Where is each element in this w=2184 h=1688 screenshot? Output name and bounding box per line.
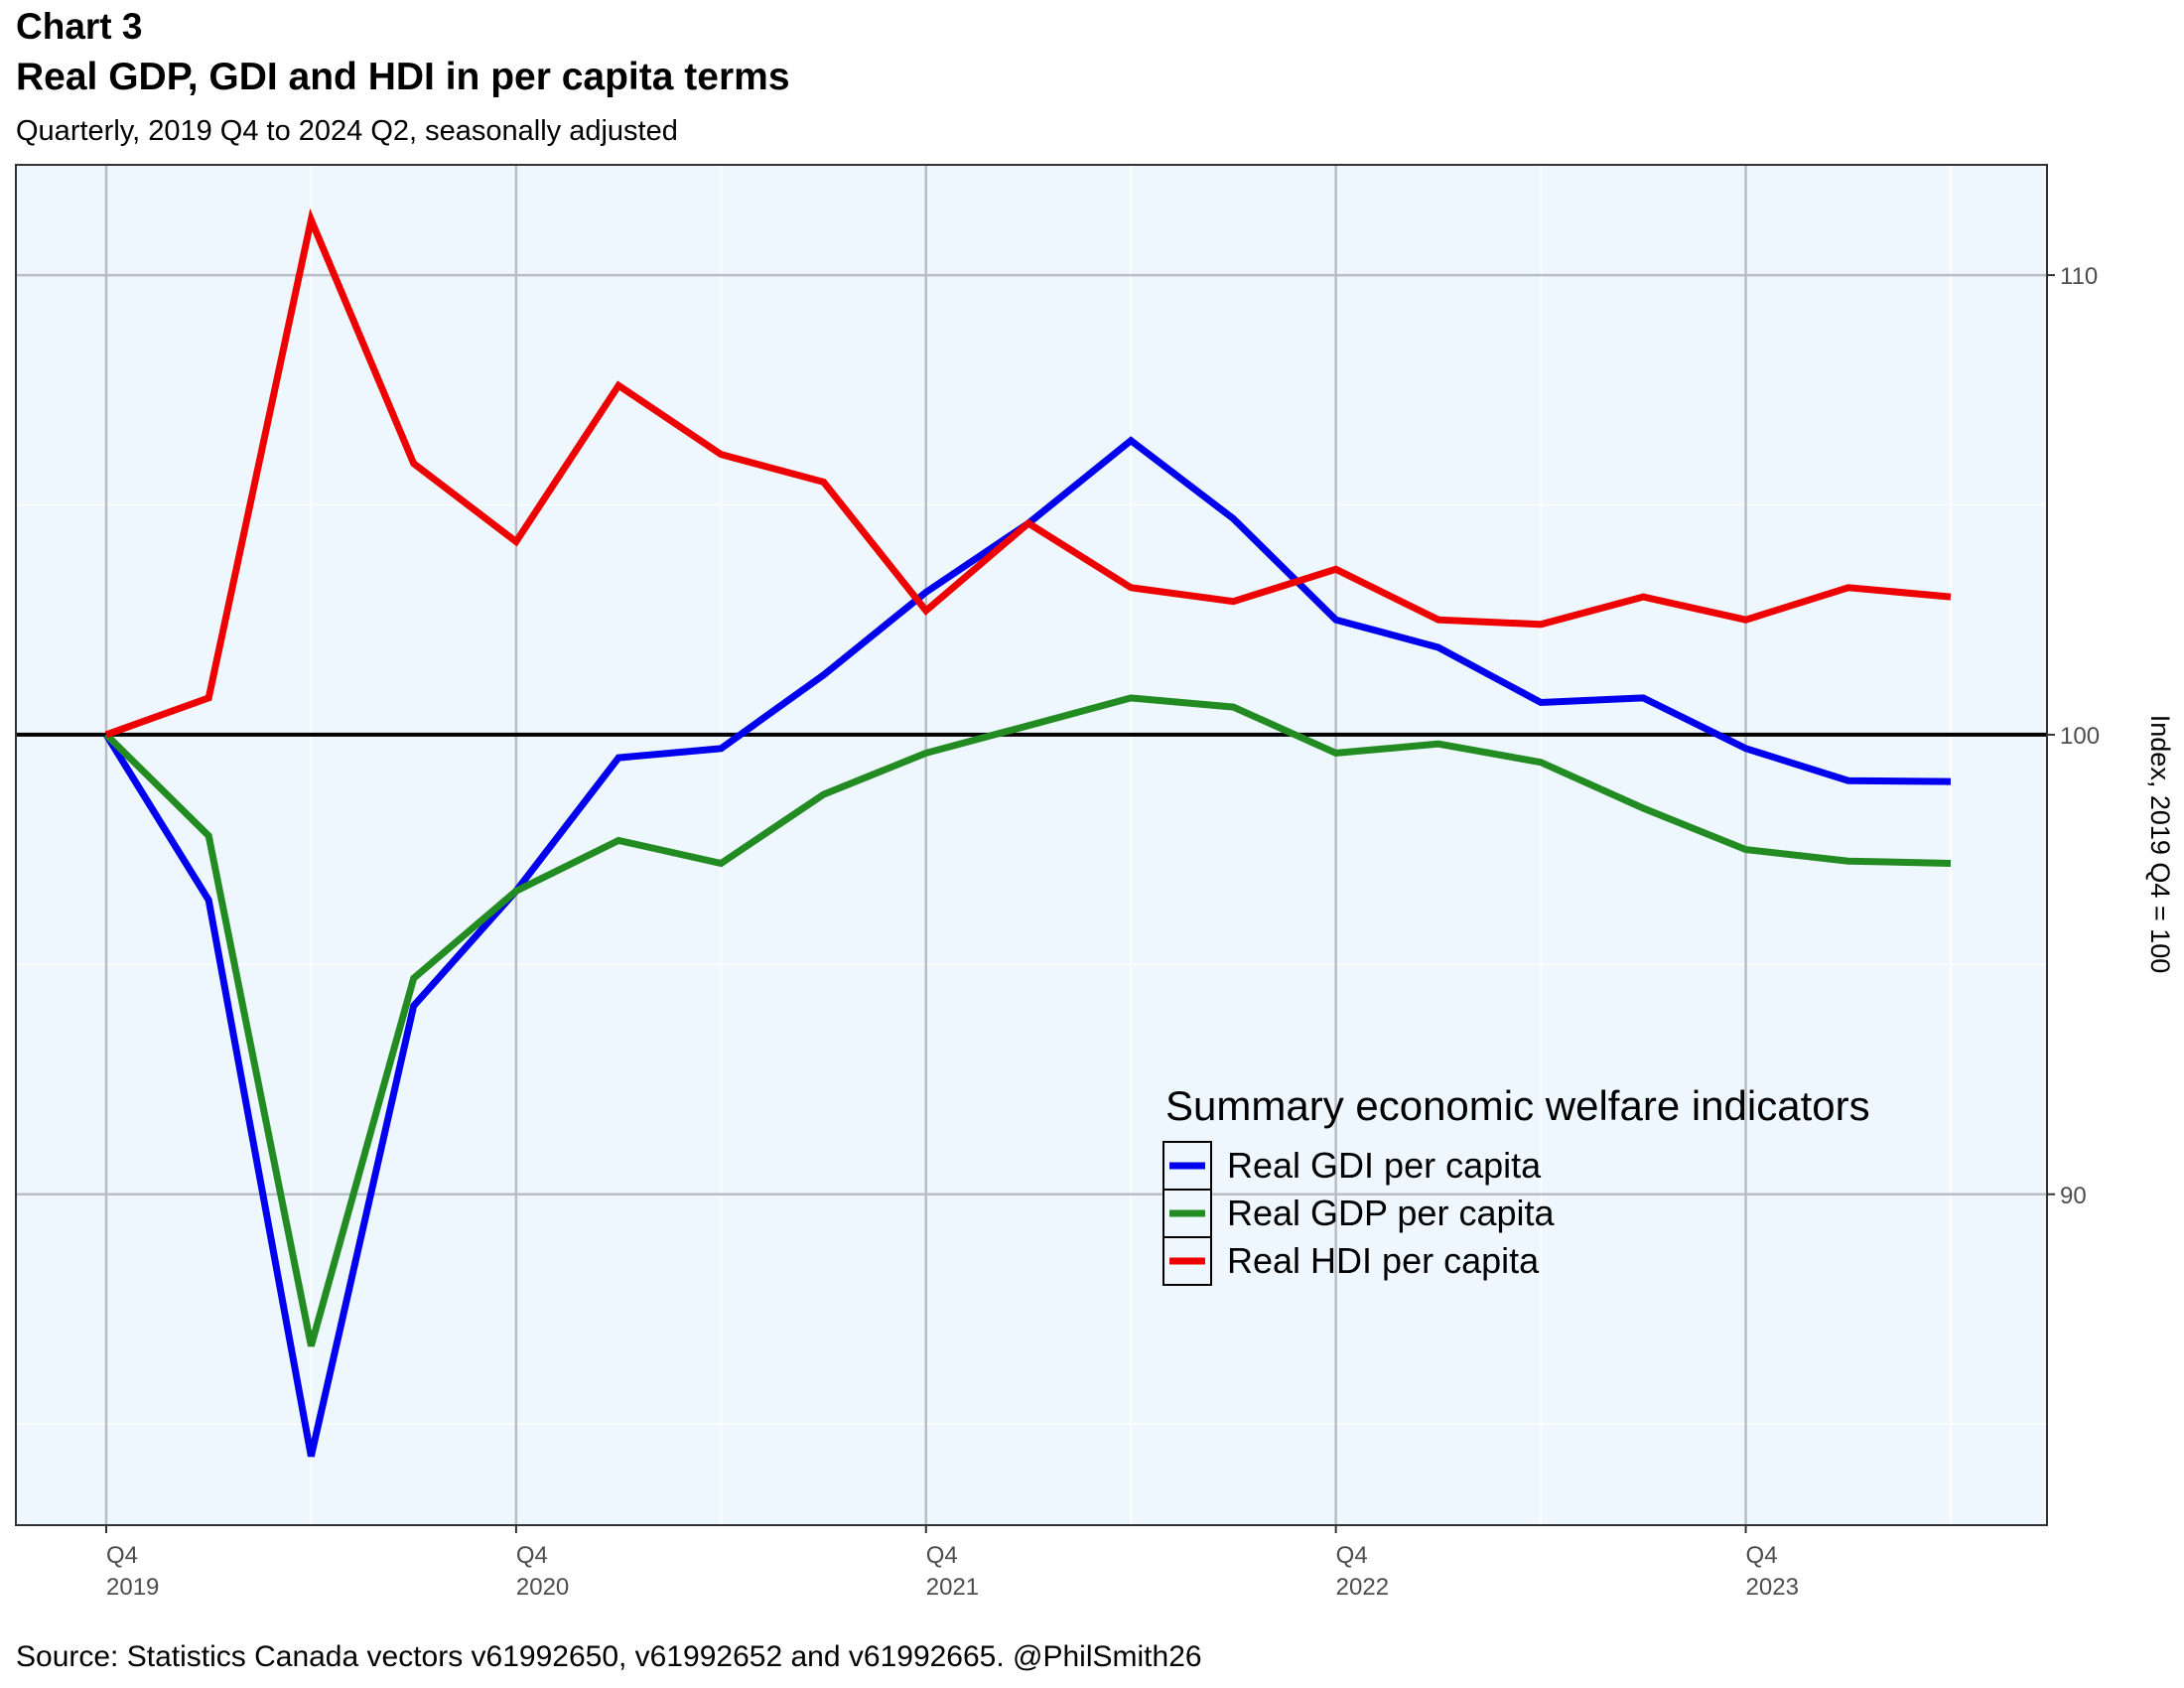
legend-label: Real GDP per capita [1227, 1193, 1555, 1233]
x-tick-label: Q4 [106, 1542, 138, 1569]
x-tick-label: 2019 [106, 1574, 159, 1601]
legend-title: Summary economic welfare indicators [1165, 1082, 1870, 1129]
x-tick-label: Q4 [1746, 1542, 1778, 1569]
y-axis-label: Index, 2019 Q4 = 100 [2145, 715, 2175, 973]
series-layer [103, 208, 1952, 1458]
plot-background [16, 165, 2047, 1525]
chart-source: Source: Statistics Canada vectors v61992… [16, 1640, 1202, 1673]
plot-border [15, 164, 2048, 1526]
x-tick-label: 2022 [1336, 1574, 1389, 1601]
x-tick-label: Q4 [926, 1542, 958, 1569]
legend-label: Real HDI per capita [1227, 1240, 1540, 1281]
legend: Summary economic welfare indicators Real … [1162, 1082, 1870, 1286]
plot-panel [16, 165, 2047, 1525]
chart-title: Real GDP, GDI and HDI in per capita term… [16, 56, 790, 98]
legend-label: Real GDI per capita [1227, 1145, 1542, 1186]
x-tick-label: Q4 [1336, 1542, 1368, 1569]
x-tick-label: 2021 [926, 1574, 979, 1601]
chart-svg: 90 100 110 Q4 2019 Q4 2020 Q4 2021 Q4 2022 Q4 2023 In… [15, 164, 2175, 1601]
x-tick-label: 2020 [516, 1574, 569, 1601]
x-tick-label: 2023 [1746, 1574, 1799, 1601]
chart-subtitle: Quarterly, 2019 Q4 to 2024 Q2, seasonall… [16, 115, 678, 147]
x-tick-label: Q4 [516, 1542, 548, 1569]
y-tick-label: 110 [2060, 263, 2098, 290]
y-tick-label: 100 [2060, 723, 2100, 750]
y-tick-label: 90 [2060, 1183, 2087, 1209]
series-line [104, 208, 1952, 739]
axes: 90 100 110 Q4 2019 Q4 2020 Q4 2021 Q4 2022 Q4 2023 In… [15, 164, 2175, 1601]
chart-label: Chart 3 [16, 6, 143, 47]
series-line [103, 694, 1952, 1347]
